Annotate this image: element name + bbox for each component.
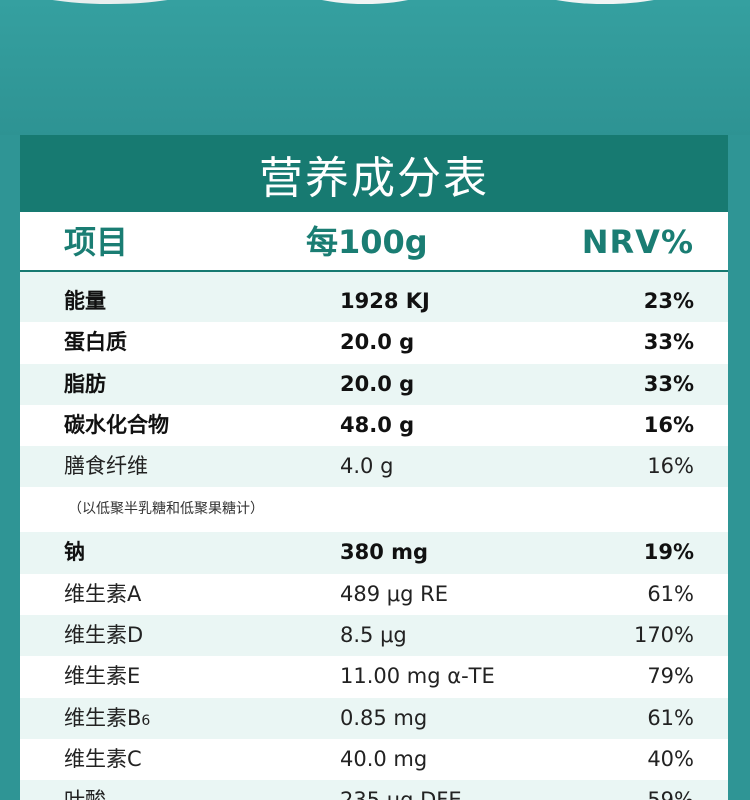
row-name-text: 能量 — [64, 289, 106, 313]
row-nrv: 79% — [647, 664, 694, 689]
row-nrv: 16% — [643, 412, 694, 437]
row-nrv: 170% — [633, 623, 694, 648]
row-amount: 8.5 μg — [340, 623, 407, 648]
product-can-right — [520, 0, 690, 4]
table-row: 碳水化合物 48.0 g 16% — [20, 404, 728, 447]
row-amount: 20.0 g — [340, 330, 415, 355]
row-name: 脂肪 — [64, 364, 106, 405]
row-nrv: 33% — [643, 371, 694, 396]
header-amount: 每100g — [306, 223, 428, 261]
row-name-text: 碳水化合物 — [64, 412, 169, 437]
table-body: 能量 1928 KJ 23% 蛋白质 20.0 g 33% 脂肪 20.0 g 33% 碳水化合物… — [20, 272, 728, 800]
header-item: 项目 — [64, 223, 129, 261]
product-can-left — [10, 0, 210, 4]
row-name: 膳食纤维 — [64, 446, 148, 487]
row-amount: 20.0 g — [340, 371, 415, 396]
row-nrv: 33% — [643, 330, 694, 355]
table-row: 维生素E 11.00 mg α-TE 79% — [20, 656, 728, 698]
row-name-text: 维生素E — [64, 664, 141, 689]
row-name-text: 维生素D — [64, 623, 144, 648]
row-amount: 380 mg — [340, 540, 429, 565]
row-name: 钠 — [64, 532, 85, 573]
row-name: 维生素C — [64, 739, 142, 780]
row-nrv: 61% — [647, 581, 694, 606]
row-nrv: 59% — [647, 780, 694, 800]
row-amount: 1928 KJ — [340, 289, 430, 313]
row-name: 能量 — [64, 281, 106, 322]
row-name: 维生素E — [64, 656, 140, 697]
row-amount: 40.0 mg — [340, 746, 428, 771]
table-header: 项目 每100g NRV% — [20, 212, 728, 272]
table-row: 维生素C 40.0 mg 40% — [20, 738, 728, 781]
row-name-text: 钠 — [64, 540, 85, 565]
row-name-text: 维生素B — [64, 705, 142, 730]
row-nrv: 40% — [647, 746, 694, 771]
table-title: 营养成分表 — [20, 135, 728, 212]
table-row: 能量 1928 KJ 23% — [20, 281, 728, 322]
table-row: 叶酸 235 μg DFE 59% — [20, 780, 728, 800]
row-amount: 489 μg RE — [340, 581, 448, 606]
table-row: 钠 380 mg 19% — [20, 532, 728, 573]
table-row: 蛋白质 20.0 g 33% — [20, 322, 728, 364]
row-nrv: 23% — [643, 289, 694, 313]
row-amount: 235 μg DFE — [340, 780, 462, 800]
row-nrv: 16% — [647, 454, 694, 479]
table-row: （以低聚半乳糖和低聚果糖计） — [20, 487, 728, 533]
row-name-text: 维生素A — [64, 581, 142, 606]
row-name-subscript: 6 — [141, 712, 151, 729]
table-row: 维生素B6 0.85 mg 61% — [20, 698, 728, 739]
nutrition-table: 营养成分表 项目 每100g NRV% 能量 1928 KJ 23% 蛋白质 20.0 … — [20, 135, 728, 800]
table-row: 膳食纤维 4.0 g 16% — [20, 446, 728, 487]
row-name: 维生素A — [64, 574, 141, 615]
product-can-middle — [290, 0, 440, 4]
top-background — [0, 0, 750, 135]
table-row: 维生素A 489 μg RE 61% — [20, 573, 728, 616]
row-amount: 48.0 g — [340, 412, 415, 437]
table-row: 维生素D 8.5 μg 170% — [20, 615, 728, 656]
row-nrv: 19% — [643, 540, 694, 565]
row-amount: 11.00 mg α-TE — [340, 664, 495, 689]
row-name: 叶酸 — [64, 780, 106, 800]
row-name: 碳水化合物 — [64, 405, 169, 446]
row-name-text: 膳食纤维 — [64, 454, 148, 479]
row-amount: 0.85 mg — [340, 705, 428, 730]
header-nrv: NRV% — [581, 223, 694, 261]
row-name-text: 维生素C — [64, 746, 142, 771]
row-note: （以低聚半乳糖和低聚果糖计） — [68, 501, 264, 518]
row-nrv: 61% — [647, 705, 694, 730]
row-name: 蛋白质 — [64, 322, 127, 363]
row-amount: 4.0 g — [340, 454, 394, 479]
row-name-text: 脂肪 — [64, 371, 106, 396]
row-name: 维生素D — [64, 615, 143, 656]
row-name: 维生素B6 — [64, 698, 150, 742]
row-name-text: 蛋白质 — [64, 330, 127, 355]
row-name-text: 叶酸 — [64, 788, 106, 800]
table-row: 脂肪 20.0 g 33% — [20, 364, 728, 405]
